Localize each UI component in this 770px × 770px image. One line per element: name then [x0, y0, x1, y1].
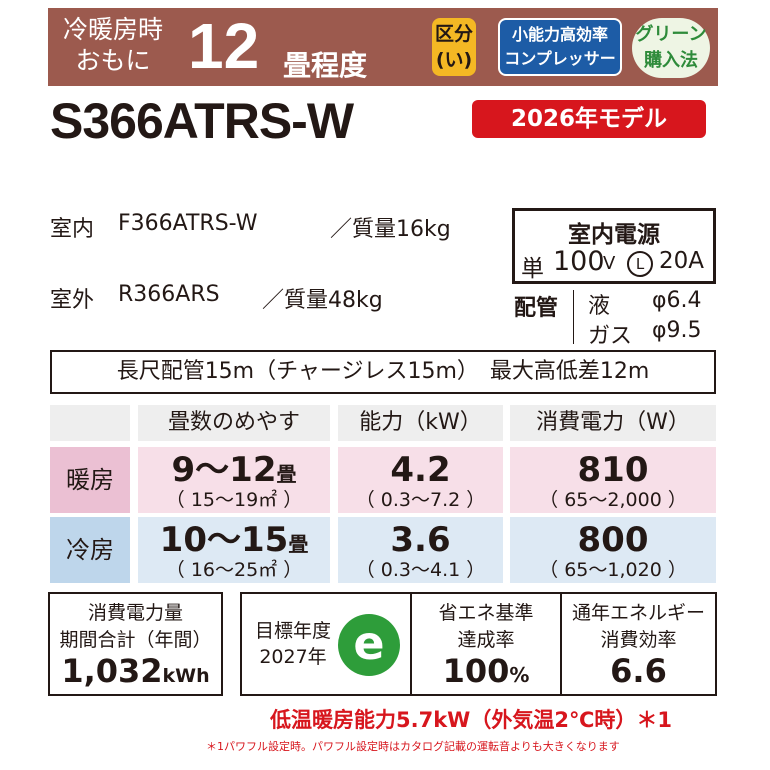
cooling-power-cell: 800 （ 65～1,020 ）: [510, 517, 716, 583]
compressor-badge-line1: 小能力高効率: [511, 25, 608, 44]
piping-divider: [573, 290, 574, 344]
category-badge-line2: (い): [435, 49, 473, 71]
low-temp-heating: 低温暖房能力5.7kW（外気温2℃時）＊1: [270, 708, 672, 732]
cooling-tatami: 10～15: [159, 520, 289, 560]
achievement-unit: %: [509, 663, 530, 687]
power-voltage: 100: [553, 246, 605, 277]
power-current: 20A: [659, 248, 705, 274]
model-number: S366ATRS-W: [50, 93, 354, 149]
efficiency-box: 目標年度 2027年 e 省エネ基準 達成率 100% 通年エネルギー 消費効率…: [240, 592, 717, 696]
outdoor-label: 室外: [50, 288, 95, 313]
header-line2: おもに: [75, 46, 151, 75]
piping-liquid: 液: [588, 294, 611, 319]
outdoor-weight: ／質量48kg: [262, 288, 383, 313]
power-box: 室内電源 単 100 V L 20A: [512, 208, 716, 284]
indoor-weight: ／質量16kg: [330, 217, 451, 242]
heating-capacity-range: （ 0.3～7.2 ）: [355, 489, 486, 511]
category-badge: 区分 (い): [432, 18, 476, 76]
green-badge-line2: 購入法: [644, 50, 698, 71]
green-badge-line1: グリーン: [635, 24, 707, 45]
heating-tatami-unit: 畳: [276, 462, 297, 486]
cooling-capacity-cell: 3.6 （ 0.3～4.1 ）: [338, 517, 503, 583]
row-heating-label: 暖房: [50, 447, 130, 513]
eco-mark-icon: e: [338, 614, 400, 676]
header-power: 消費電力（W）: [510, 405, 716, 441]
heating-power: 810: [577, 450, 649, 490]
model-year-badge: 2026年モデル: [472, 100, 706, 138]
target-year: 目標年度 2027年: [248, 618, 338, 670]
cooling-area-range: （ 16～25㎡ ）: [165, 559, 303, 581]
divider: [410, 594, 412, 694]
achievement-line2: 達成率: [457, 629, 515, 651]
footnote: ＊1パワフル設定時。パワフル設定時はカタログ記載の運転音よりも大きくなります: [206, 740, 620, 753]
piping-liquid-value: φ6.4: [652, 288, 702, 313]
annual-line1: 消費電力量: [87, 602, 183, 624]
target-line2: 2027年: [259, 646, 327, 668]
annual-consumption-box: 消費電力量 期間合計（年間） 1,032kWh: [48, 592, 223, 696]
cooling-power-range: （ 65～1,020 ）: [539, 559, 687, 581]
achievement-value: 100: [442, 652, 510, 690]
cooling-tatami-cell: 10～15畳 （ 16～25㎡ ）: [138, 517, 330, 583]
piping-label: 配管: [514, 296, 559, 321]
green-purchasing-badge: グリーン 購入法: [632, 18, 710, 78]
achievement-cell: 省エネ基準 達成率 100%: [412, 598, 560, 690]
piping-gas-value: φ9.5: [652, 318, 702, 343]
heating-power-range: （ 65～2,000 ）: [539, 489, 687, 511]
heating-tatami-cell: 9～12畳 （ 15～19㎡ ）: [138, 447, 330, 513]
heating-capacity-cell: 4.2 （ 0.3～7.2 ）: [338, 447, 503, 513]
divider: [560, 594, 562, 694]
heating-power-cell: 810 （ 65～2,000 ）: [510, 447, 716, 513]
cooling-power: 800: [577, 520, 649, 560]
category-badge-line1: 区分: [434, 23, 473, 45]
cooling-capacity: 3.6: [390, 520, 451, 560]
annual-unit: kWh: [162, 665, 210, 687]
compressor-badge: 小能力高効率 コンプレッサー: [498, 18, 622, 76]
heating-capacity: 4.2: [390, 450, 451, 490]
header-line1: 冷暖房時: [62, 15, 163, 44]
table-corner: [50, 405, 130, 441]
apf-line1: 通年エネルギー: [571, 602, 705, 624]
power-title: 室内電源: [568, 222, 660, 248]
target-line1: 目標年度: [254, 620, 331, 642]
outdoor-model: R366ARS: [118, 282, 220, 307]
apf-value: 6.6: [610, 652, 667, 690]
header-unit: 畳程度: [283, 49, 368, 82]
header-tatami: 12: [188, 10, 260, 82]
heating-area-range: （ 15～19㎡ ）: [165, 489, 303, 511]
header-capacity: 能力（kW）: [338, 405, 503, 441]
apf-cell: 通年エネルギー 消費効率 6.6: [562, 598, 715, 690]
achievement-line1: 省エネ基準: [438, 602, 534, 624]
cooling-capacity-range: （ 0.3～4.1 ）: [355, 559, 486, 581]
power-phase: 単: [521, 256, 544, 282]
header-band: 冷暖房時 おもに 12 畳程度 区分 (い) 小能力高効率 コンプレッサー グリ…: [48, 8, 718, 86]
piping-gas: ガス: [588, 324, 633, 349]
cooling-tatami-unit: 畳: [288, 532, 309, 556]
pipe-length-box: 長尺配管15m（チャージレス15m） 最大高低差12m: [50, 350, 716, 394]
annual-value: 1,032: [61, 652, 163, 690]
heating-tatami: 9～12: [171, 450, 277, 490]
power-volt-unit: V: [603, 253, 616, 274]
indoor-label: 室内: [50, 217, 95, 242]
apf-line2: 消費効率: [600, 629, 677, 651]
annual-line2: 期間合計（年間）: [59, 629, 212, 651]
compressor-badge-line2: コンプレッサー: [504, 49, 616, 68]
header-tatami-guide: 畳数のめやす: [138, 405, 330, 441]
row-cooling-label: 冷房: [50, 517, 130, 583]
plug-icon: L: [627, 251, 653, 277]
indoor-model: F366ATRS-W: [118, 211, 258, 236]
